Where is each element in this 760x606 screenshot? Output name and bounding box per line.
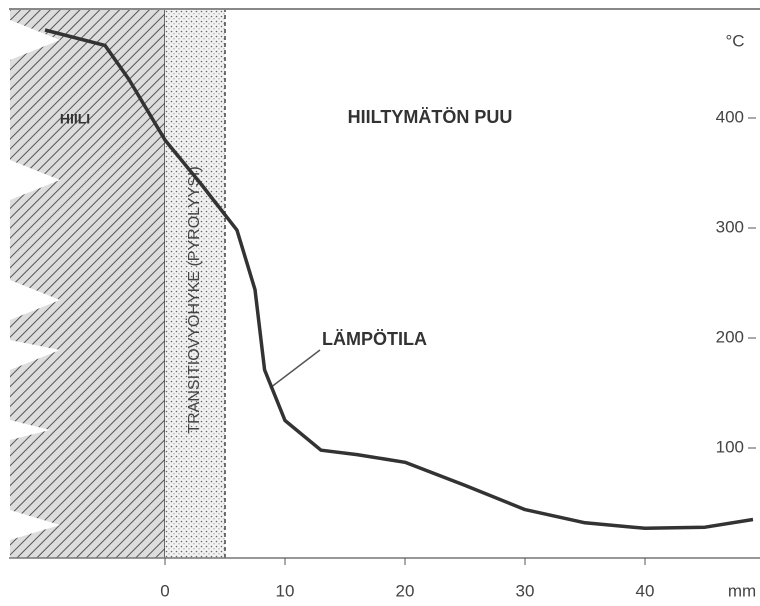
y-tick-label: 300 bbox=[716, 217, 744, 236]
series-label: LÄMPÖTILA bbox=[322, 329, 427, 349]
x-tick-label: 10 bbox=[276, 581, 295, 600]
x-tick-label: 20 bbox=[396, 581, 415, 600]
annotation: HIILTYMÄTÖN PUU bbox=[348, 107, 513, 127]
y-tick-label: 200 bbox=[716, 327, 744, 346]
y-tick-label: 100 bbox=[716, 437, 744, 456]
x-unit: mm bbox=[728, 581, 756, 600]
leader-line bbox=[270, 350, 320, 388]
x-tick-label: 40 bbox=[636, 581, 655, 600]
zone bbox=[9, 8, 165, 558]
chart: LÄMPÖTILA HIILTYMÄTÖN PUU °C mm HIILI TRA… bbox=[0, 0, 760, 606]
y-tick-label: 400 bbox=[716, 107, 744, 126]
y-unit: °C bbox=[725, 31, 744, 50]
zone-label: TRANSITIOVYÖHYKE (PYROLYYSI) bbox=[185, 166, 203, 433]
x-tick-label: 0 bbox=[160, 581, 169, 600]
x-tick-label: 30 bbox=[516, 581, 535, 600]
zone-label: HIILI bbox=[60, 111, 90, 127]
